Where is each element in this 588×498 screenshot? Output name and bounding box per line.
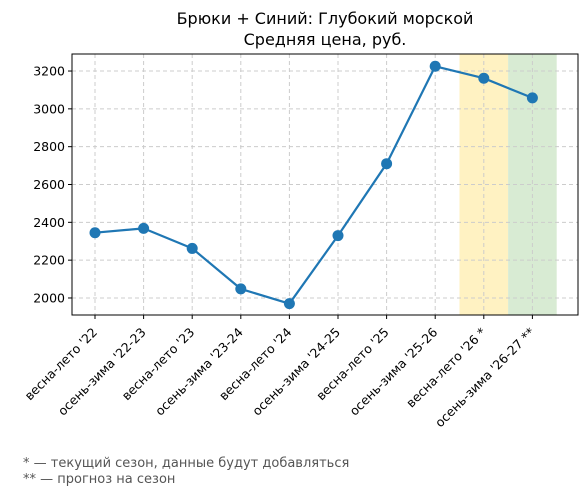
data-point (138, 222, 150, 234)
data-point (235, 283, 247, 295)
data-point (283, 298, 295, 310)
x-tick-label: осень-зима '24-25 (249, 325, 343, 419)
data-point (332, 230, 344, 242)
footnote-current-season: * — текущий сезон, данные будут добавлят… (23, 456, 350, 471)
x-tick-label: осень-зима '26-27 ** (432, 325, 538, 431)
x-tick-label: осень-зима '23-24 (152, 324, 246, 418)
x-tick-label: осень-зима '22-23 (55, 325, 149, 419)
x-tick-label: осень-зима '25-26 (346, 324, 440, 418)
y-tick-label: 2400 (33, 215, 65, 230)
y-tick-label: 2000 (33, 290, 65, 305)
chart-title-line-1: Брюки + Синий: Глубокий морской (177, 9, 474, 28)
chart-title-line-2: Средняя цена, руб. (244, 30, 407, 49)
footnote-forecast: ** — прогноз на сезон (23, 472, 176, 487)
y-tick-label: 3000 (33, 101, 65, 116)
data-point (89, 227, 101, 239)
series-line (94, 65, 533, 305)
y-tick-label: 2200 (33, 253, 65, 268)
y-tick-label: 3200 (33, 64, 65, 79)
data-point (429, 60, 441, 72)
data-point (381, 158, 393, 170)
data-point (478, 72, 490, 84)
data-point (526, 92, 538, 104)
y-tick-label: 2800 (33, 139, 65, 154)
y-tick-label: 2600 (33, 177, 65, 192)
data-point (186, 242, 198, 254)
